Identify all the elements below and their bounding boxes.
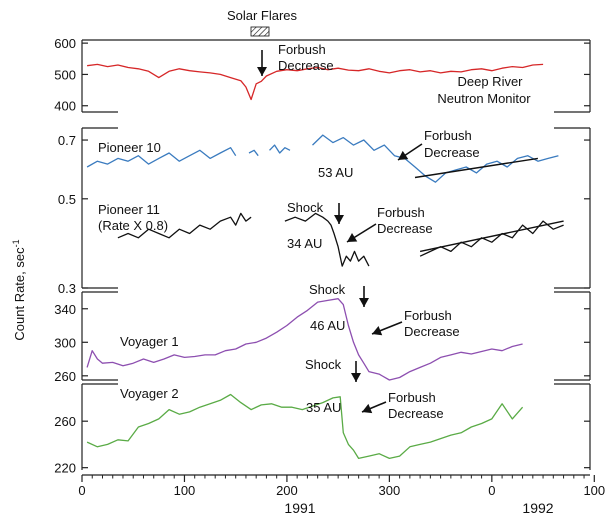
forbush-label-voyager1-line1: Forbush bbox=[404, 308, 452, 323]
pioneer10-distance: 53 AU bbox=[318, 165, 353, 180]
neutron-title-line2: Neutron Monitor bbox=[437, 91, 531, 106]
shock-arrow-pioneer11-head bbox=[334, 215, 344, 224]
voyager2-title: Voyager 2 bbox=[120, 386, 179, 401]
y-tick-label-voyager2: 220 bbox=[54, 461, 76, 476]
solar-flares-hatch bbox=[250, 26, 270, 37]
forbush-arrow-voyager2-head bbox=[362, 403, 373, 414]
y-tick-label-pioneer: 0.5 bbox=[58, 192, 76, 207]
series-group bbox=[86, 63, 564, 460]
x-tick-label: 0 bbox=[488, 483, 495, 498]
shock-label-voyager2: Shock bbox=[305, 357, 342, 372]
pioneer11-title: Pioneer 11 bbox=[98, 202, 160, 217]
shock-label-voyager1: Shock bbox=[309, 282, 346, 297]
y-tick-label-pioneer: 0.7 bbox=[58, 133, 76, 148]
year-label-1992: 1992 bbox=[522, 500, 553, 516]
forbush-label-neutron-line2: Decrease bbox=[278, 58, 334, 73]
forbush-arrow-pioneer11-head bbox=[347, 233, 358, 242]
pioneer11-distance: 34 AU bbox=[287, 236, 322, 251]
series-line-pioneer10-seg4 bbox=[312, 134, 559, 183]
voyager1-title: Voyager 1 bbox=[120, 334, 179, 349]
series-line-pioneer10-seg3 bbox=[269, 144, 291, 154]
pioneer11-subtitle: (Rate X 0.8) bbox=[98, 218, 168, 233]
series-line-pioneer10-seg1 bbox=[86, 147, 237, 168]
shock-arrow-voyager1-head bbox=[359, 298, 369, 307]
x-tick-label: 200 bbox=[276, 483, 298, 498]
y-tick-label-voyager1: 300 bbox=[54, 335, 76, 350]
x-tick-label: 100 bbox=[174, 483, 196, 498]
forbush-arrow-pioneer10-head bbox=[398, 150, 409, 160]
shock-label-pioneer11: Shock bbox=[287, 200, 324, 215]
forbush-arrow-neutron-head bbox=[257, 67, 267, 76]
y-tick-label-neutron: 400 bbox=[54, 99, 76, 114]
forbush-label-pioneer10-line2: Decrease bbox=[424, 145, 480, 160]
x-tick-label: 100 bbox=[583, 483, 605, 498]
x-tick-label: 0 bbox=[78, 483, 85, 498]
series-line-pioneer11-seg1 bbox=[117, 212, 252, 239]
forbush-label-pioneer11-line1: Forbush bbox=[377, 205, 425, 220]
voyager2-distance: 35 AU bbox=[306, 400, 341, 415]
y-tick-label-neutron: 600 bbox=[54, 36, 76, 51]
series-line-pioneer11-seg3 bbox=[419, 220, 564, 257]
neutron-title-line1: Deep River bbox=[457, 74, 523, 89]
forbush-label-pioneer10-line1: Forbush bbox=[424, 128, 472, 143]
forbush-label-pioneer11-line2: Decrease bbox=[377, 221, 433, 236]
solar-flares-label: Solar Flares bbox=[227, 8, 298, 23]
forbush-label-voyager1-line2: Decrease bbox=[404, 324, 460, 339]
series-line-voyager2 bbox=[86, 393, 524, 460]
trend-line-pioneer11 bbox=[419, 220, 564, 253]
series-line-pioneer10-seg2 bbox=[248, 149, 259, 157]
y-axis-label: Count Rate, sec-1 bbox=[11, 239, 27, 340]
series-line-pioneer11-seg2 bbox=[284, 212, 370, 267]
forbush-label-voyager2-line2: Decrease bbox=[388, 406, 444, 421]
y-tick-label-pioneer: 0.3 bbox=[58, 281, 76, 296]
series-line-neutron bbox=[87, 63, 544, 101]
forbush-arrow-voyager1-head bbox=[372, 326, 383, 336]
series-line-voyager1 bbox=[86, 298, 523, 381]
trend-line-pioneer10 bbox=[414, 157, 539, 179]
forbush-label-neutron-line1: Forbush bbox=[278, 42, 326, 57]
voyager1-distance: 46 AU bbox=[310, 318, 345, 333]
y-tick-label-neutron: 500 bbox=[54, 67, 76, 82]
y-axis-label-sup: -1 bbox=[11, 239, 21, 247]
y-tick-label-voyager1: 340 bbox=[54, 302, 76, 317]
pioneer10-title: Pioneer 10 bbox=[98, 140, 161, 155]
x-tick-label: 300 bbox=[379, 483, 401, 498]
y-tick-label-voyager2: 260 bbox=[54, 414, 76, 429]
y-tick-label-voyager1: 260 bbox=[54, 369, 76, 384]
forbush-label-voyager2-line1: Forbush bbox=[388, 390, 436, 405]
x-axis: 0 100 200 300 0 100 bbox=[78, 474, 605, 498]
year-label-1991: 1991 bbox=[284, 500, 315, 516]
y-axis-label-main: Count Rate, sec bbox=[12, 247, 27, 341]
axes-group: 400 500 600 0.3 0.5 0.7 260 300 340 220 260 bbox=[54, 36, 591, 476]
shock-arrow-voyager2-head bbox=[351, 373, 361, 382]
